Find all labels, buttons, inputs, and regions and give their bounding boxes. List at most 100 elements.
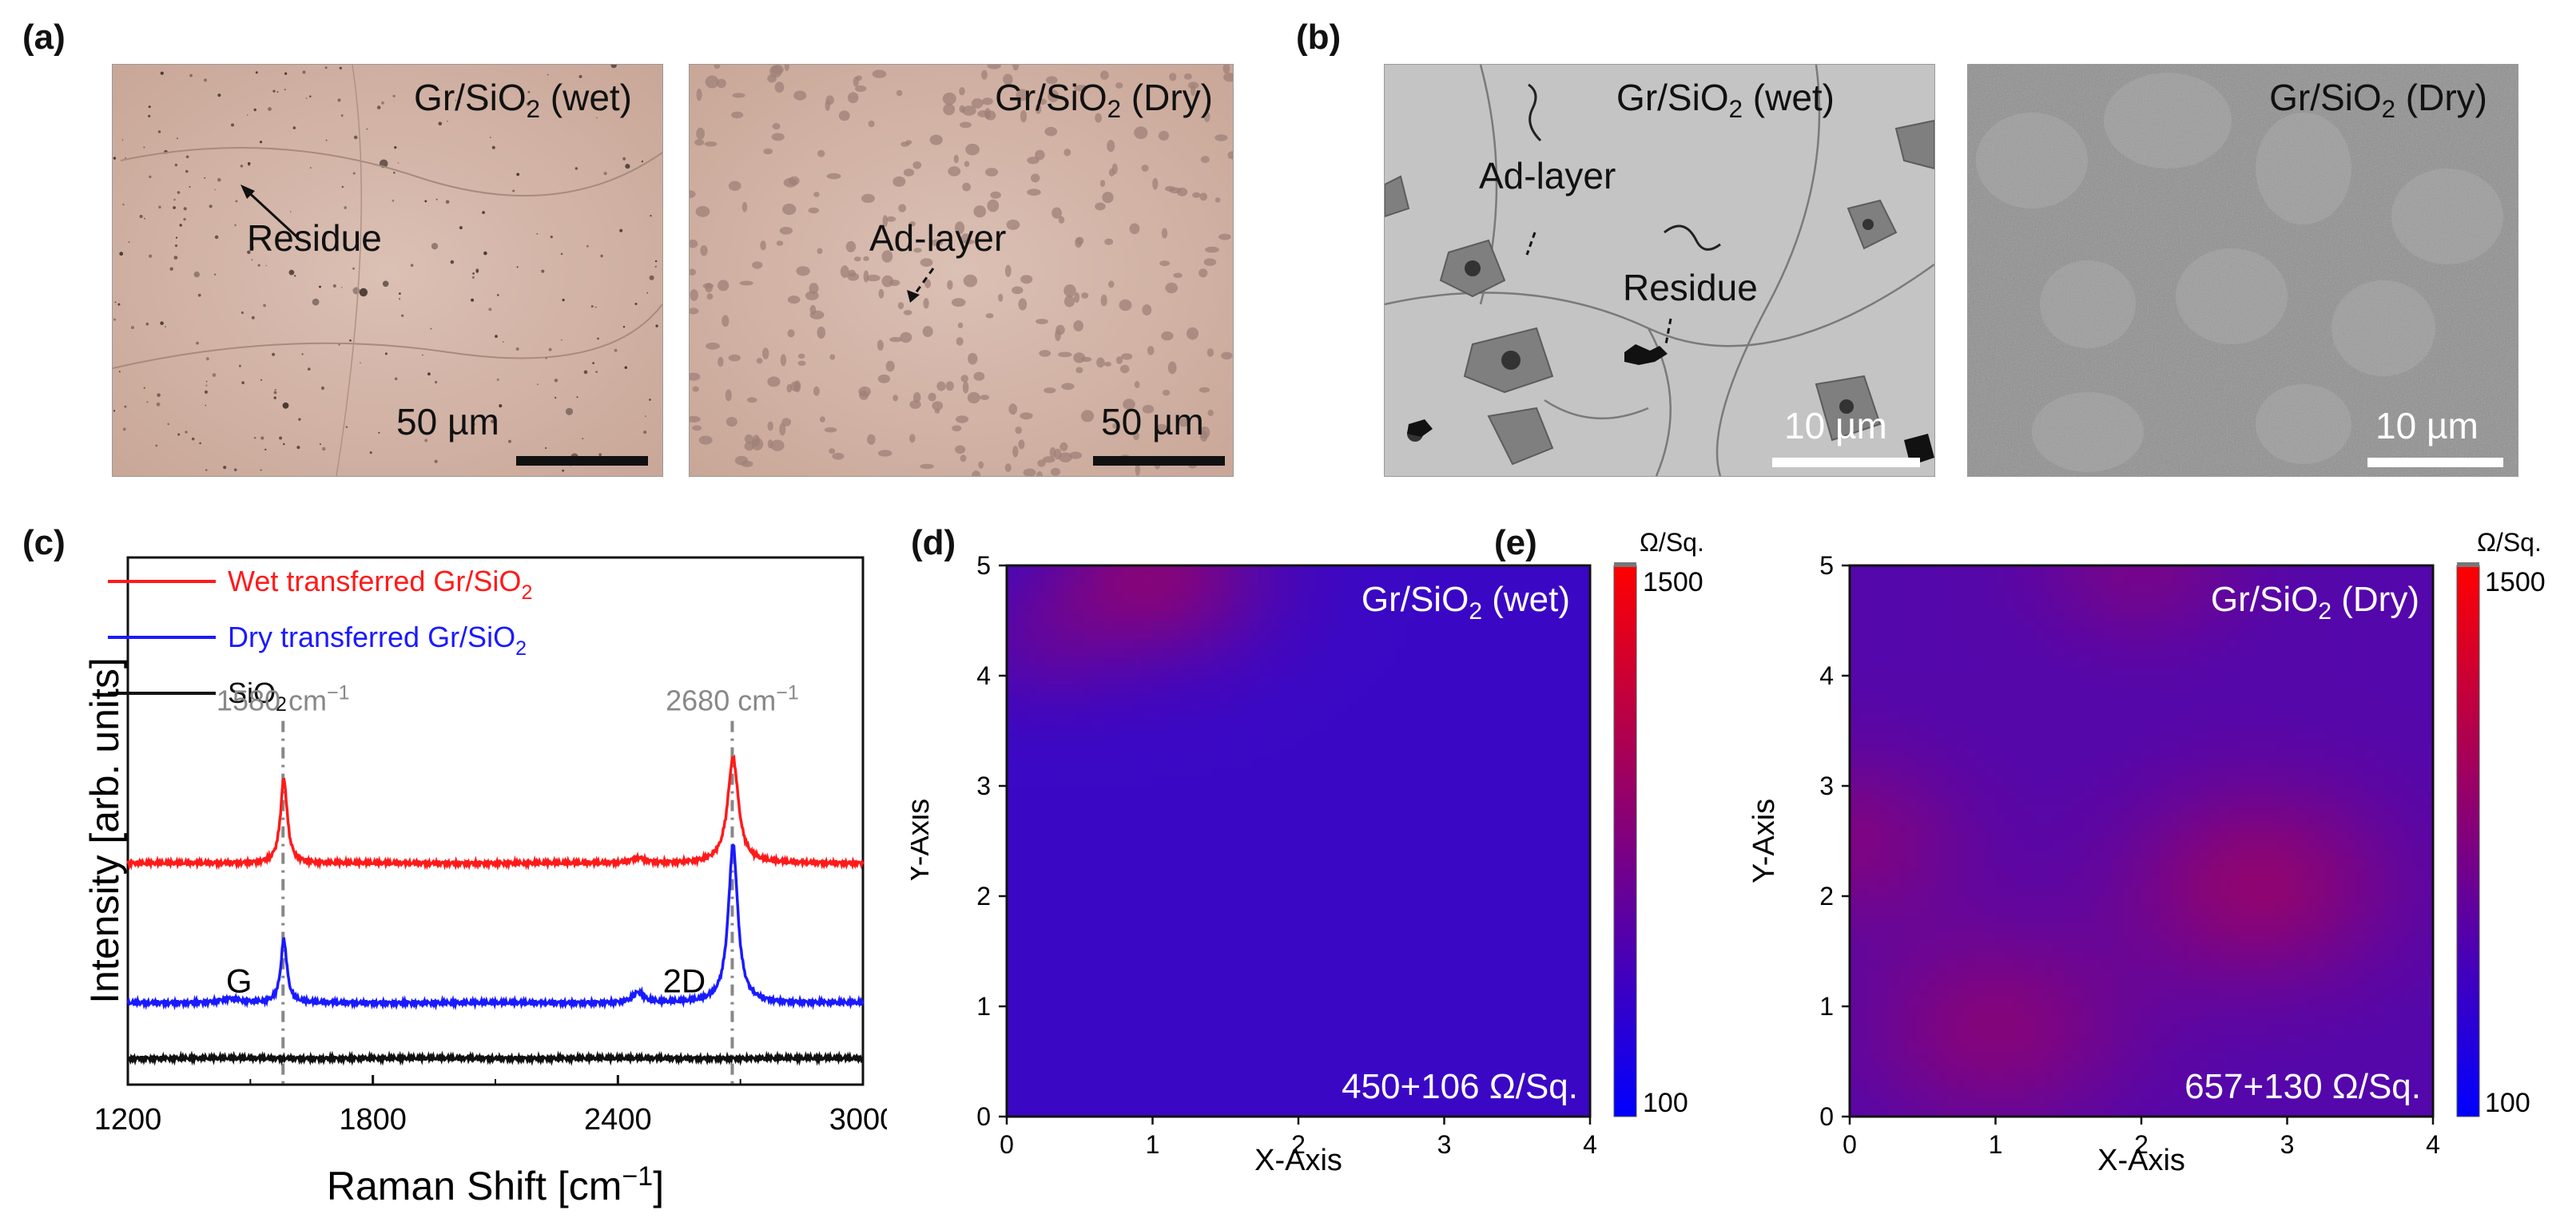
heatmap-cell [1850, 611, 1860, 621]
heatmap-cell [2053, 978, 2065, 989]
heatmap-cell [1444, 776, 1455, 787]
heatmap-cell [2034, 878, 2045, 888]
heatmap-cell [1551, 676, 1562, 686]
heatmap-cell [1976, 593, 1986, 603]
heatmap-cell [1210, 1025, 1222, 1035]
heatmap-cell [1918, 795, 1928, 805]
heatmap-cell [1532, 978, 1542, 989]
heatmap-cell [1995, 740, 2006, 750]
heatmap-cell [1298, 740, 1309, 750]
heatmap-cell [1065, 731, 1075, 741]
heatmap-cell [1425, 776, 1435, 787]
heatmap-cell [1250, 629, 1260, 640]
heatmap-cell [1201, 988, 1212, 998]
heatmap-cell [1210, 988, 1222, 998]
heatmap-cell [1182, 721, 1192, 732]
heatmap-cell [1084, 823, 1095, 833]
heatmap-cell [1580, 1070, 1590, 1081]
heatmap-cell [1036, 905, 1047, 915]
heatmap-cell [1007, 657, 1017, 668]
heatmap-cell [2034, 915, 2045, 925]
heatmap-cell [2044, 970, 2055, 980]
heatmap-cell [1395, 694, 1406, 704]
heatmap-cell [1133, 574, 1143, 585]
heatmap-cell [1966, 721, 1977, 732]
heatmap-cell [1580, 740, 1590, 750]
heatmap-cell [1927, 611, 1938, 621]
heatmap-cell [1908, 841, 1918, 851]
heatmap-cell [1357, 629, 1367, 640]
heatmap-cell [1512, 657, 1523, 668]
heatmap-cell [1152, 951, 1163, 962]
heatmap-cell [1143, 758, 1154, 768]
heatmap-cell [1298, 850, 1309, 860]
heatmap-cell [1453, 574, 1465, 585]
heatmap-cell [1425, 997, 1435, 1007]
heatmap-cell [1162, 859, 1173, 870]
heatmap-cell [2034, 721, 2045, 732]
heatmap-cell [1143, 731, 1154, 741]
heatmap-cell [1986, 878, 1997, 888]
heatmap-cell [1966, 611, 1977, 621]
heatmap-cell [1493, 648, 1504, 658]
heatmap-cell [1191, 584, 1202, 594]
heatmap-cell [1560, 1034, 1572, 1044]
heatmap-cell [1308, 951, 1318, 962]
heatmap-cell [1191, 823, 1202, 833]
heatmap-cell [2025, 611, 2035, 621]
heatmap-cell [1152, 611, 1163, 621]
heatmap-cell [1103, 574, 1115, 585]
heatmap-cell [1133, 1098, 1143, 1109]
heatmap-cell [1502, 823, 1513, 833]
heatmap-cell [1453, 740, 1465, 750]
heatmap-cell [1298, 712, 1309, 723]
heatmap-cell [1859, 804, 1870, 815]
heatmap-cell [1327, 915, 1338, 925]
heatmap-cell [1937, 768, 1948, 778]
heatmap-cell [1385, 1061, 1397, 1072]
heatmap-cell [1453, 988, 1465, 998]
heatmap-cell [1007, 712, 1017, 723]
heatmap-cell [1026, 731, 1037, 741]
heatmap-cell [1888, 629, 1899, 640]
heatmap-cell [1425, 565, 1435, 576]
heatmap-cell [1084, 684, 1095, 695]
heatmap-cell [1162, 768, 1173, 778]
heatmap-cell [1337, 666, 1348, 676]
heatmap-cell [2005, 684, 2016, 695]
heatmap-cell [2053, 721, 2065, 732]
heatmap-cell [1016, 565, 1027, 576]
heatmap-cell [1918, 584, 1928, 594]
heatmap-cell [1521, 1107, 1532, 1117]
heatmap-cell [1075, 1089, 1085, 1099]
heatmap-cell [1123, 970, 1134, 980]
heatmap-cell [1133, 831, 1143, 842]
heatmap-cell [1483, 602, 1493, 613]
heatmap-cell [2014, 684, 2025, 695]
heatmap-cell [1966, 776, 1977, 787]
heatmap-cell [1250, 1080, 1260, 1090]
heatmap-cell [1094, 657, 1105, 668]
heatmap-cell [1045, 749, 1056, 760]
heatmap-cell [1084, 703, 1095, 713]
heatmap-cell [1278, 988, 1290, 998]
heatmap-cell [1103, 831, 1115, 842]
heatmap-cell [1888, 887, 1899, 897]
heatmap-cell [1113, 611, 1124, 621]
heatmap-cell [1288, 813, 1299, 823]
heatmap-cell [1888, 988, 1899, 998]
heatmap-cell [1220, 1025, 1231, 1035]
heatmap-cell [1483, 712, 1493, 723]
heatmap-cell [1143, 841, 1154, 851]
heatmap-cell [1007, 602, 1017, 613]
heatmap-cell [1065, 721, 1075, 732]
heatmap-cell [1376, 666, 1387, 676]
heatmap-cell [1859, 1070, 1870, 1081]
heatmap-cell [1453, 758, 1465, 768]
heatmap-cell [1434, 1006, 1445, 1017]
heatmap-cell [1308, 758, 1318, 768]
heatmap-cell [1405, 905, 1416, 915]
heatmap-cell [1327, 988, 1338, 998]
heatmap-cell [1201, 593, 1212, 603]
heatmap-cell [2005, 859, 2016, 870]
